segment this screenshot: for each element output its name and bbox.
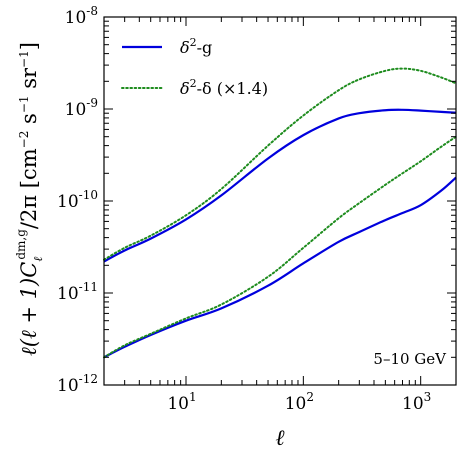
series-delta2-g-lower [103,176,457,359]
y-label-sub: ℓ [31,257,45,262]
plot-frame [103,16,457,386]
y-label-exp2: −1 [17,95,31,113]
legend: δ2-g δ2-δ (×1.4) [121,36,268,98]
y-label-close: ] [17,42,41,50]
legend-rest: -g [197,38,213,57]
y-axis-ticks: 10-12 10-11 10-10 10-9 10-8 [57,4,456,396]
x-axis-label: ℓ [275,426,285,451]
x-tick-label: 102 [285,390,314,414]
y-label-suffix: /2π [cm [17,148,41,229]
y-tick-label: 10-10 [57,188,98,212]
y-tick-label: 10-12 [57,372,98,396]
legend-sup: 2 [190,77,197,90]
series-delta2-delta-lower [103,135,457,359]
y-label-exp1: −2 [17,131,31,149]
y-tick-label: 10-9 [65,96,98,120]
legend-sym: δ [180,79,190,98]
series-delta2-delta-upper [103,67,457,261]
x-tick-label: 103 [402,390,431,414]
y-tick-label: 10-8 [65,4,98,28]
y-label-sr: sr [17,67,41,95]
legend-rest: -δ (×1.4) [197,79,268,98]
data-curves [103,67,457,359]
energy-range-annotation: 5–10 GeV [373,350,447,368]
series-delta2-g-upper [103,108,457,263]
legend-label-delta2-g: δ2-g [180,36,212,57]
y-label-prefix: ℓ(ℓ + 1)C [17,262,41,356]
y-label-s: s [17,113,41,130]
x-axis-ticks: 101 102 103 [103,17,457,414]
legend-sup: 2 [190,36,197,49]
y-tick-label: 10-11 [57,280,98,304]
y-label-sup: dm,g [14,229,28,260]
y-axis-label: ℓ(ℓ + 1)Cℓdm,g/2π [cm−2 s−1 sr−1] [14,42,45,356]
legend-label-delta2-delta: δ2-δ (×1.4) [180,77,268,98]
x-tick-label: 101 [167,390,196,414]
y-label-exp3: −1 [17,50,31,68]
legend-sym: δ [180,38,190,57]
